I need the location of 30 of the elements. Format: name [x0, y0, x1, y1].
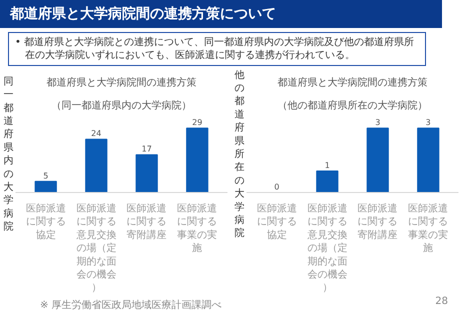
bar — [34, 180, 57, 192]
bar — [186, 128, 208, 192]
bar — [136, 154, 158, 192]
text: 同一都道府県内の大学病院 — [4, 76, 14, 233]
data-label: 3 — [426, 118, 431, 128]
data-label: 5 — [43, 171, 48, 180]
x-tick-label: 医師派遣に関する協定 — [256, 202, 297, 241]
text: 他の都道府県所在の大学病院 — [234, 70, 244, 240]
data-label: 24 — [91, 129, 102, 138]
x-tick-label: 医師派遣に関する事業の実施 — [177, 202, 218, 254]
data-label: 29 — [192, 118, 202, 128]
data-label: 3 — [375, 118, 380, 128]
x-tick-label: 医師派遣に関する事業の実施 — [408, 202, 448, 254]
x-tick-label: 医師派遣に関する寄附講座 — [358, 202, 398, 241]
x-tick-label: 医師派遣に関する意見交換の場（定期的な面会の機会） — [306, 202, 348, 294]
chart-title: 都道府県と大学病院間の連携方策 — [278, 76, 428, 88]
text: 都道府県と大学病院間の連携方策について — [0, 0, 442, 28]
text: ※ 厚生労働省医政局地域医療計画課調べ — [40, 300, 222, 311]
data-label: 17 — [142, 144, 152, 154]
data-label: 0 — [274, 182, 280, 192]
data-label: 1 — [324, 161, 330, 170]
text: • 都道府県と大学病院との連携について、同一都道府県内の大学病院及び他の都道府県所在の大学病院いずれにおいても、医師派遣に関する連携が行われている。 — [8, 32, 426, 66]
chart-title: 都道府県と大学病院間の連携方策 — [46, 76, 196, 88]
bar — [85, 138, 108, 192]
text: 28 — [435, 296, 448, 307]
chart-subtitle: （他の都道府県所在の大学病院） — [278, 100, 428, 112]
x-tick-label: 医師派遣に関する寄附講座 — [126, 202, 167, 241]
x-tick-label: 医師派遣に関する意見交換の場（定期的な面会の機会） — [75, 202, 116, 294]
x-tick-label: 医師派遣に関する協定 — [26, 202, 66, 241]
chart-subtitle: （同一都道府県内の大学病院） — [52, 100, 192, 112]
